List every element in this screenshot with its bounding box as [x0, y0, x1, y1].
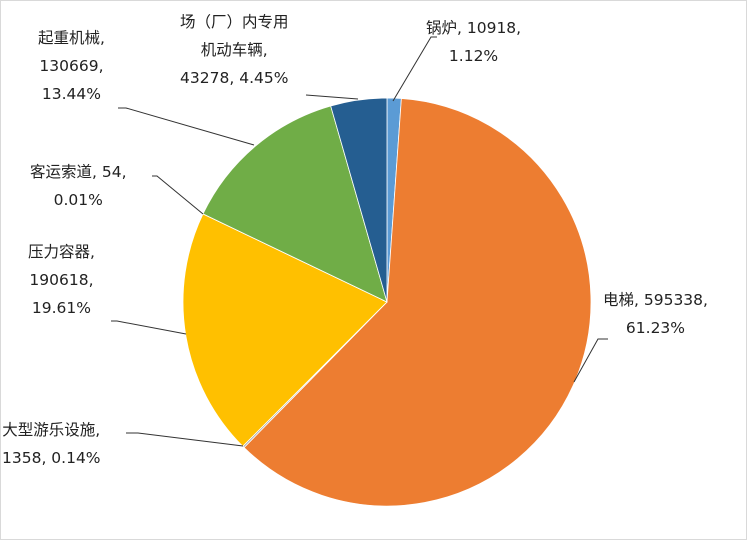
leader-line-ropeway	[152, 175, 204, 215]
leader-line-boiler	[392, 36, 437, 102]
label-line: 起重机械,	[38, 29, 105, 47]
data-label-vehicle: 场（厂）内专用 机动车辆, 43278, 4.45%	[180, 8, 289, 92]
pie-slice-3	[182, 213, 388, 447]
label-line: 43278, 4.45%	[180, 69, 289, 87]
label-line: 0.01%	[53, 191, 103, 209]
data-label-elevator: 电梯, 595338, 61.23%	[603, 286, 708, 342]
label-line: 客运索道, 54,	[30, 163, 127, 181]
label-line: 场（厂）内专用	[180, 13, 289, 31]
label-line: 190618,	[29, 271, 94, 289]
leader-line-pressure	[111, 320, 187, 335]
label-line: 大型游乐设施,	[2, 421, 101, 439]
label-line: 锅炉, 10918,	[426, 19, 522, 37]
leader-line-elevator	[573, 338, 608, 383]
data-label-ropeway: 客运索道, 54, 0.01%	[30, 158, 127, 214]
data-label-crane: 起重机械, 130669, 13.44%	[38, 24, 105, 108]
leader-lines	[111, 36, 608, 447]
data-label-pressure-vessel: 压力容器, 190618, 19.61%	[28, 238, 95, 322]
pie-slices	[182, 97, 592, 507]
label-line: 13.44%	[41, 85, 102, 103]
label-line: 1358, 0.14%	[2, 449, 101, 467]
label-line: 19.61%	[31, 299, 92, 317]
pie-slice-1	[243, 98, 592, 507]
label-line: 压力容器,	[28, 243, 95, 261]
label-line: 130669,	[39, 57, 104, 75]
label-line: 机动车辆,	[200, 41, 268, 59]
leader-line-amusement	[126, 432, 244, 447]
data-label-amusement: 大型游乐设施, 1358, 0.14%	[2, 416, 101, 472]
data-label-boiler: 锅炉, 10918, 1.12%	[426, 14, 521, 70]
label-line: 61.23%	[625, 319, 686, 337]
label-line: 电梯, 595338,	[603, 291, 708, 309]
pie-slice-6	[330, 97, 388, 303]
pie-slice-5	[202, 105, 388, 303]
leader-line-crane	[118, 107, 255, 146]
label-line: 1.12%	[448, 47, 499, 65]
leader-line-vehicle	[305, 94, 359, 100]
